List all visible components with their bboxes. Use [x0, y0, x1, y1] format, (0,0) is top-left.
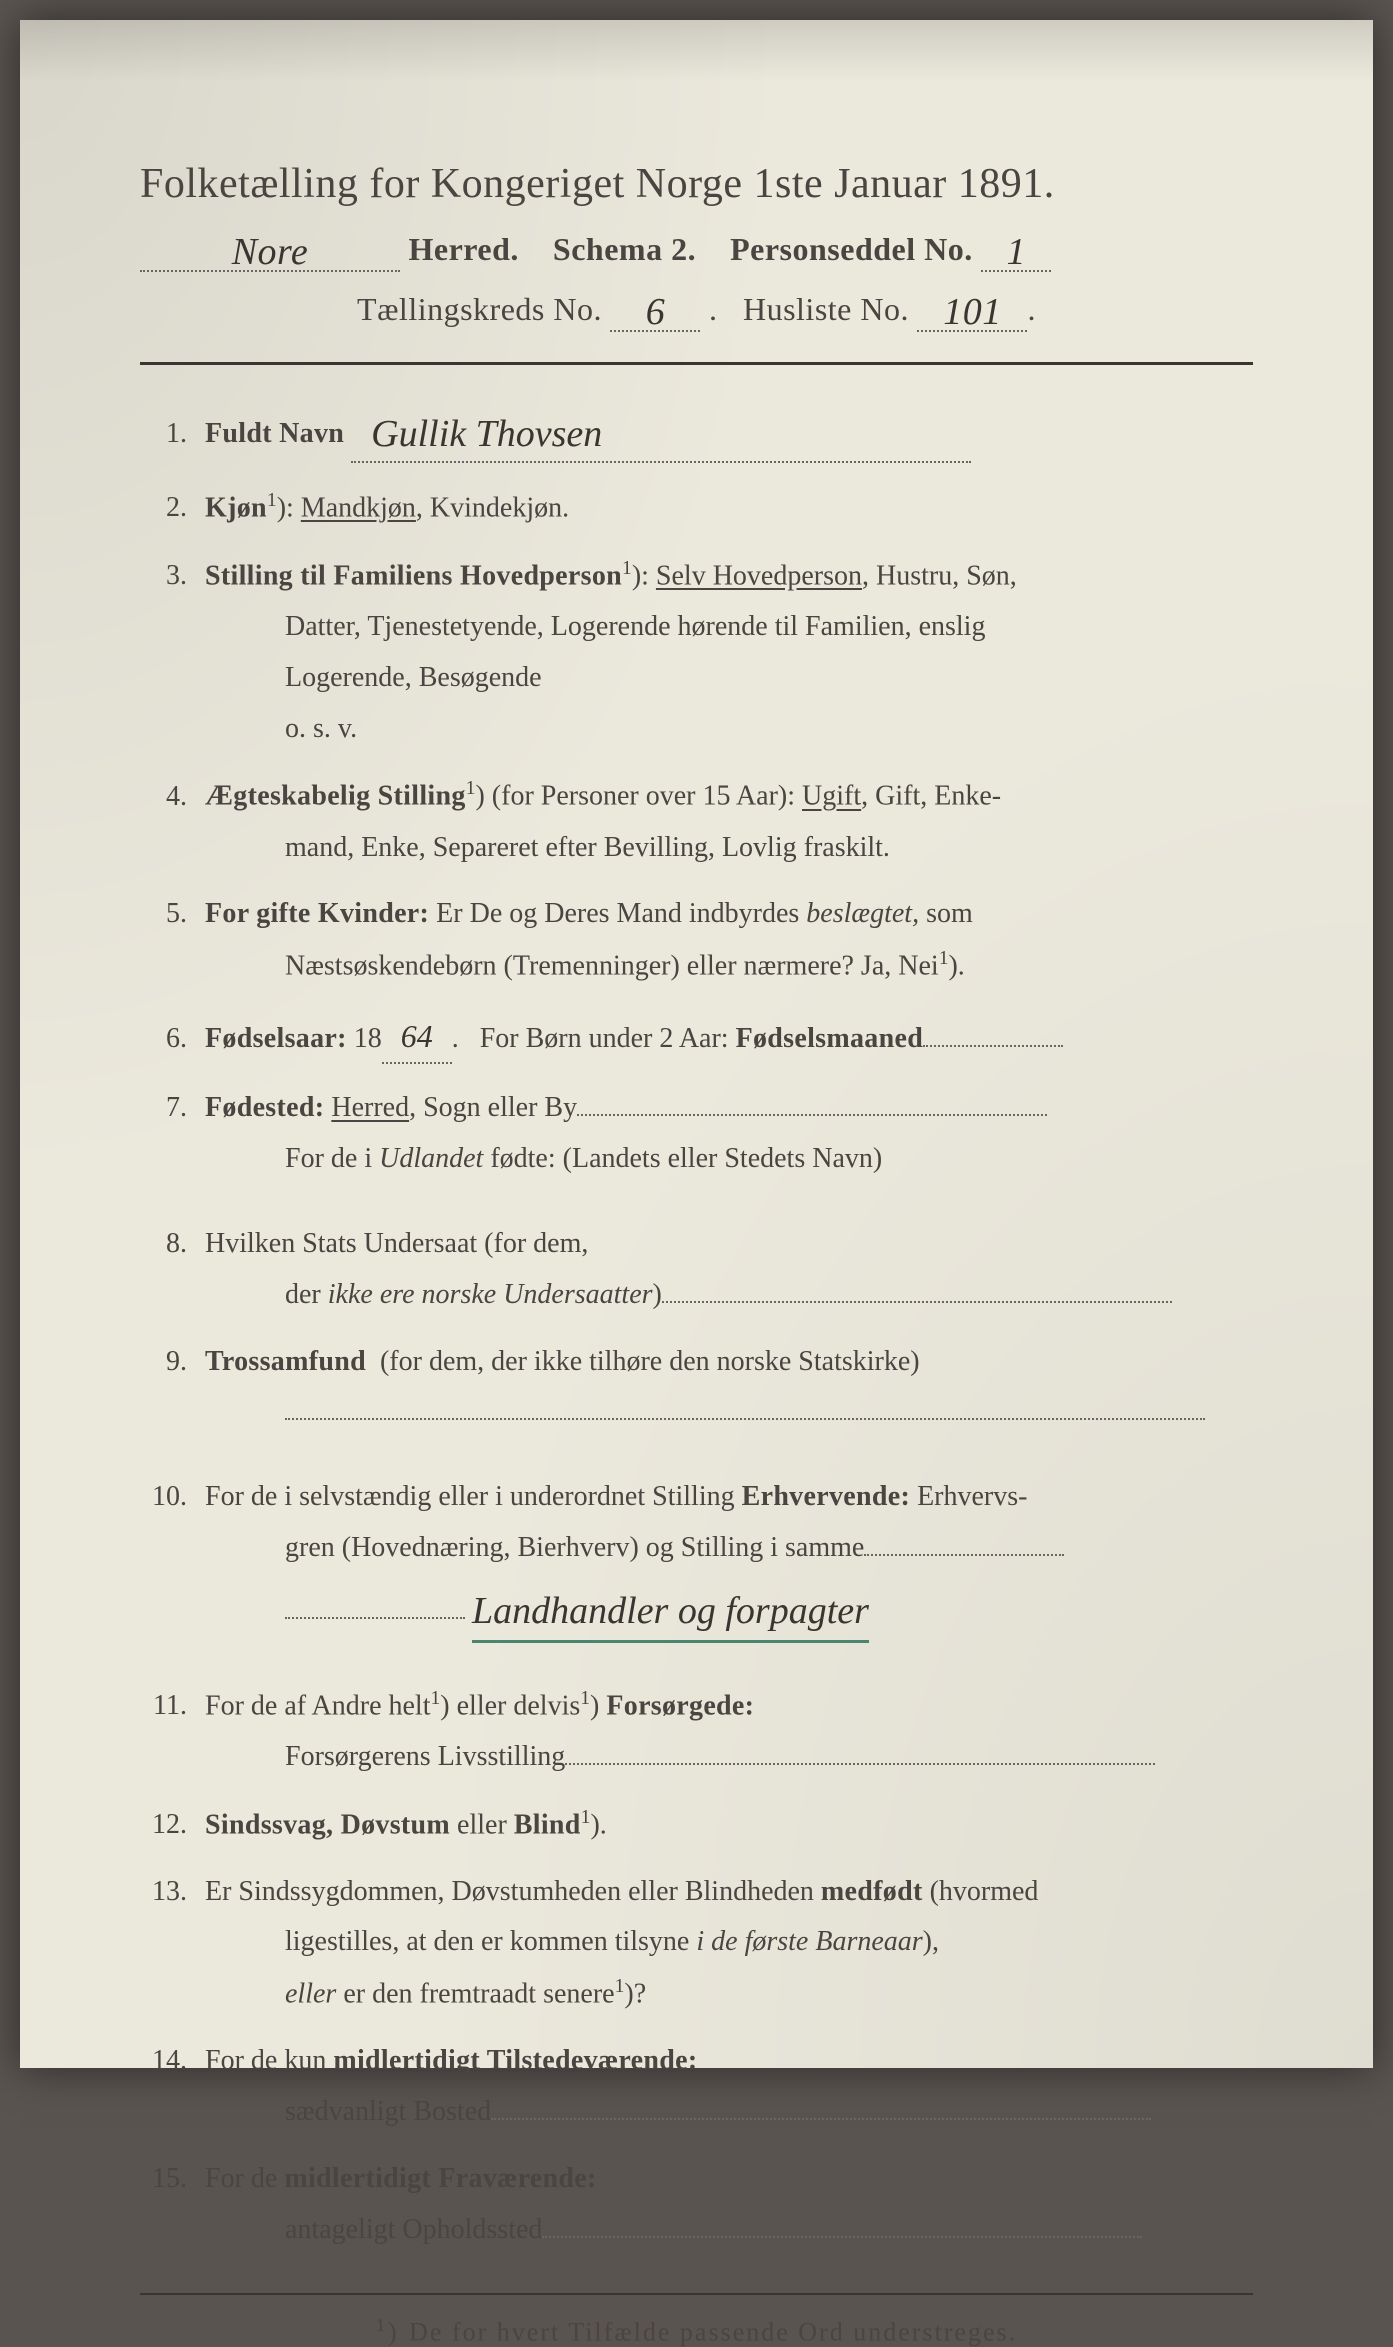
q1-value: Gullik Thovsen: [371, 413, 602, 455]
q10-bold: Erhvervende:: [742, 1481, 910, 1512]
q6-label2: For Børn under 2 Aar:: [480, 1023, 729, 1054]
q4-label: Ægteskabelig Stilling: [205, 781, 466, 812]
main-title: Folketælling for Kongeriget Norge 1ste J…: [140, 160, 1253, 208]
q7-label: Fødested:: [205, 1092, 324, 1123]
husliste-value: 101: [943, 291, 1002, 333]
q6-label: Fødselsaar:: [205, 1023, 347, 1054]
q3-label: Stilling til Familiens Hovedperson: [205, 560, 622, 591]
question-5: 5. For gifte Kvinder: Er De og Deres Man…: [150, 892, 1243, 937]
q2-selected: Mandkjøn: [301, 492, 416, 523]
question-6: 6. Fødselsaar: 1864. For Børn under 2 Aa…: [150, 1011, 1243, 1064]
q5-label: For gifte Kvinder:: [205, 898, 429, 929]
question-9: 9. Trossamfund (for dem, der ikke tilhør…: [150, 1340, 1243, 1385]
header-line-1: Nore Herred. Schema 2. Personseddel No. …: [140, 226, 1253, 272]
question-7: 7. Fødested: Herred, Sogn eller By: [150, 1086, 1243, 1131]
question-14: 14. For de kun midlertidigt Tilstedevære…: [150, 2039, 1243, 2084]
divider-top: [140, 362, 1253, 365]
q3-cont1: Datter, Tjenestetyende, Logerende hørend…: [150, 605, 1243, 650]
q8-label: Hvilken Stats Undersaat (for dem,: [205, 1228, 588, 1259]
form-body: 1. Fuldt Navn Gullik Thovsen 2. Kjøn1): …: [140, 400, 1253, 2253]
q3-selected: Selv Hovedperson: [656, 560, 862, 591]
q13-cont2: eller er den fremtraadt senere1)?: [150, 1971, 1243, 2017]
divider-bottom: [140, 2293, 1253, 2295]
q3-cont2: Logerende, Besøgende: [150, 656, 1243, 701]
q14-bold: midlertidigt Tilstedeværende:: [333, 2045, 697, 2076]
q8-cont: der ikke ere norske Undersaatter): [150, 1273, 1243, 1318]
q11-cont: Forsørgerens Livsstilling: [150, 1735, 1243, 1780]
schema-label: Schema 2.: [553, 231, 696, 267]
footnote: 1) De for hvert Tilfælde passende Ord un…: [140, 2315, 1253, 2347]
question-1: 1. Fuldt Navn Gullik Thovsen: [150, 400, 1243, 463]
question-12: 12. Sindssvag, Døvstum eller Blind1).: [150, 1802, 1243, 1848]
q10-pre: For de i selvstændig eller i underordnet…: [205, 1481, 735, 1512]
q10-value: Landhandler og forpagter: [472, 1590, 869, 1632]
q2-label: Kjøn: [205, 492, 267, 523]
q14-cont: sædvanligt Bosted: [150, 2090, 1243, 2135]
q1-label: Fuldt Navn: [205, 418, 344, 449]
q5-text: Er De og Deres Mand indbyrdes: [436, 898, 799, 929]
census-form-document: Folketælling for Kongeriget Norge 1ste J…: [20, 20, 1373, 2068]
question-3: 3. Stilling til Familiens Hovedperson1):…: [150, 553, 1243, 599]
question-15: 15. For de midlertidigt Fraværende:: [150, 2157, 1243, 2202]
q3-cont3: o. s. v.: [150, 707, 1243, 752]
q15-bold: midlertidigt Fraværende:: [284, 2163, 596, 2194]
question-4: 4. Ægteskabelig Stilling1) (for Personer…: [150, 773, 1243, 819]
q10-cont1: gren (Hovednæring, Bierhverv) og Stillin…: [150, 1526, 1243, 1571]
personseddel-value: 1: [1006, 231, 1026, 273]
kreds-value: 6: [646, 291, 666, 333]
q11-pre: For de af Andre helt: [205, 1690, 431, 1721]
q10-cont2: Landhandler og forpagter: [150, 1577, 1243, 1643]
q6-label3: Fødselsmaaned: [736, 1023, 923, 1054]
q4-paren: (for Personer over 15 Aar):: [492, 781, 795, 812]
kreds-label: Tællingskreds No.: [357, 291, 602, 327]
q9-cont: [150, 1390, 1243, 1435]
q12-label: Sindssvag, Døvstum: [205, 1809, 450, 1840]
q9-label: Trossamfund: [205, 1346, 366, 1377]
q5-cont: Næstsøskendebørn (Tremenninger) eller næ…: [150, 943, 1243, 989]
question-8: 8. Hvilken Stats Undersaat (for dem,: [150, 1222, 1243, 1267]
husliste-label: Husliste No.: [743, 291, 909, 327]
question-11: 11. For de af Andre helt1) eller delvis1…: [150, 1683, 1243, 1729]
q4-selected: Ugift: [802, 781, 861, 812]
header-line-2: Tællingskreds No. 6 . Husliste No. 101 .: [140, 286, 1253, 332]
question-13: 13. Er Sindssygdommen, Døvstumheden elle…: [150, 1870, 1243, 1915]
herred-value: Nore: [232, 231, 309, 273]
herred-label: Herred.: [409, 231, 519, 267]
q6-year: 64: [401, 1018, 433, 1054]
q5-italic: beslægtet,: [806, 898, 919, 929]
q15-cont: antageligt Opholdssted: [150, 2208, 1243, 2253]
q13-cont1: ligestilles, at den er kommen tilsyne i …: [150, 1920, 1243, 1965]
personseddel-label: Personseddel No.: [730, 231, 973, 267]
q9-text: (for dem, der ikke tilhøre den norske St…: [380, 1346, 920, 1377]
q7-selected: Herred: [331, 1092, 409, 1123]
question-10: 10. For de i selvstændig eller i underor…: [150, 1475, 1243, 1520]
q4-cont: mand, Enke, Separeret efter Bevilling, L…: [150, 826, 1243, 871]
question-2: 2. Kjøn1): Mandkjøn, Kvindekjøn.: [150, 485, 1243, 531]
q7-cont: For de i Udlandet fødte: (Landets eller …: [150, 1137, 1243, 1182]
q11-bold: Forsørgede:: [606, 1690, 754, 1721]
